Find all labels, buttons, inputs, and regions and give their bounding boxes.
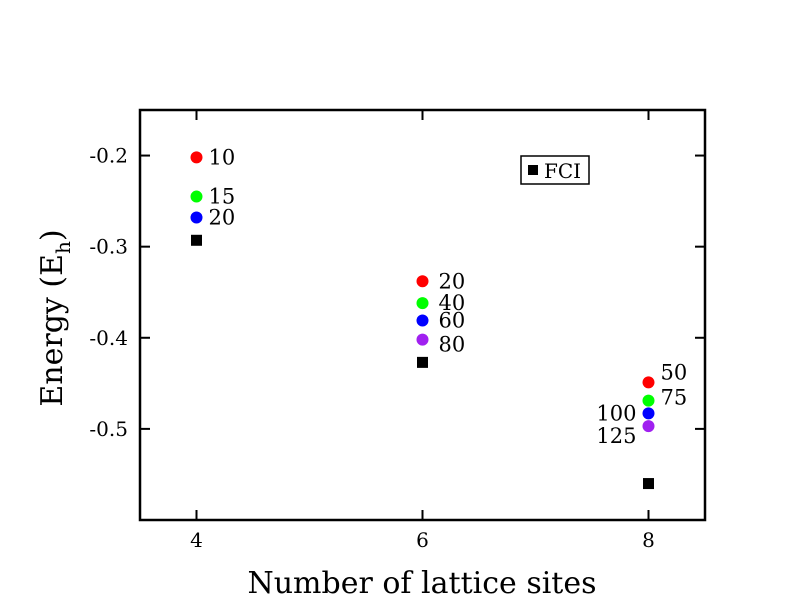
data-point bbox=[190, 190, 203, 203]
y-axis-title-sub: h bbox=[51, 241, 75, 254]
y-ticks: -0.2 -0.3 -0.4 -0.5 bbox=[89, 144, 705, 441]
fci-point bbox=[191, 234, 202, 246]
data-point bbox=[416, 333, 429, 346]
x-tick-label: 8 bbox=[642, 528, 655, 552]
y-axis-title-close: ) bbox=[35, 229, 70, 241]
data-point-label: 60 bbox=[439, 308, 466, 332]
data-point bbox=[642, 376, 655, 389]
fci-series bbox=[191, 234, 654, 490]
data-point-label: 80 bbox=[439, 333, 466, 357]
legend-fci-marker bbox=[528, 165, 538, 175]
y-tick-label: -0.2 bbox=[89, 144, 128, 168]
data-point-label: 20 bbox=[209, 206, 236, 230]
x-tick-label: 6 bbox=[416, 528, 429, 552]
y-tick-label: -0.5 bbox=[89, 417, 128, 441]
data-point-label: 100 bbox=[596, 401, 636, 425]
data-point-label: 10 bbox=[209, 145, 236, 169]
data-point-label: 40 bbox=[439, 291, 466, 315]
data-point-label: 20 bbox=[439, 269, 466, 293]
data-point-label: 75 bbox=[661, 386, 688, 410]
data-point bbox=[642, 394, 655, 407]
y-axis-title-main: Energy (E bbox=[35, 254, 70, 407]
x-axis-title: Number of lattice sites bbox=[247, 566, 596, 601]
legend: FCI bbox=[520, 155, 590, 185]
y-axis-title: Energy (Eh) bbox=[35, 229, 75, 406]
data-point bbox=[416, 297, 429, 310]
legend-fci-label: FCI bbox=[544, 159, 581, 183]
data-point bbox=[190, 211, 203, 224]
x-tick-label: 4 bbox=[190, 528, 203, 552]
fci-point bbox=[417, 356, 428, 368]
data-point bbox=[416, 275, 429, 288]
data-point bbox=[416, 314, 429, 327]
data-point-label: 125 bbox=[596, 424, 636, 448]
y-tick-label: -0.3 bbox=[89, 235, 128, 259]
data-point bbox=[642, 420, 655, 433]
y-tick-label: -0.4 bbox=[89, 326, 128, 350]
fci-point bbox=[643, 478, 654, 490]
data-point bbox=[642, 407, 655, 420]
data-point-label: 50 bbox=[661, 360, 688, 384]
data-point bbox=[190, 151, 203, 164]
x-ticks: 4 6 8 bbox=[190, 110, 655, 552]
data-point-label: 15 bbox=[209, 185, 236, 209]
